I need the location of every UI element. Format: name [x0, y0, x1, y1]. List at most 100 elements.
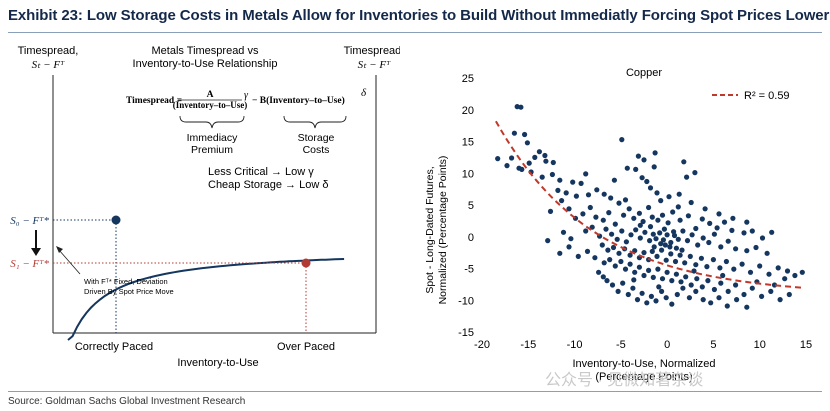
data-point [673, 245, 679, 251]
data-point [706, 239, 712, 246]
data-point [559, 198, 565, 204]
data-point [684, 238, 691, 244]
data-point [753, 244, 759, 251]
data-point [659, 276, 666, 282]
annotation-line-1: With Fᵀ* Fixed, Deviation [84, 277, 168, 286]
data-point [782, 276, 788, 282]
data-point [723, 258, 729, 265]
data-point [688, 199, 694, 206]
data-point [721, 219, 728, 225]
over-paced-point [301, 258, 311, 268]
data-point [550, 159, 556, 166]
data-point [647, 238, 653, 244]
data-point [612, 221, 618, 227]
data-point [647, 224, 654, 230]
data-point [600, 217, 606, 223]
data-point [671, 229, 677, 235]
data-point [620, 280, 626, 286]
data-point [631, 277, 637, 283]
data-point [522, 131, 528, 138]
data-point [711, 231, 717, 237]
data-point [625, 291, 631, 298]
data-point [639, 290, 645, 296]
data-point [543, 158, 549, 164]
data-point [627, 252, 633, 258]
data-point [647, 185, 654, 191]
data-point [733, 282, 739, 288]
data-point [694, 276, 700, 282]
data-point [674, 291, 680, 298]
data-point [545, 238, 551, 244]
data-point [716, 295, 722, 301]
data-point [759, 235, 766, 241]
data-point [725, 238, 731, 244]
data-point [665, 220, 671, 226]
data-point [623, 239, 629, 245]
data-point [616, 250, 622, 256]
x-tick-label: -20 [474, 339, 490, 351]
data-point [589, 224, 595, 230]
y-tick-label: 0 [468, 232, 474, 244]
data-point [644, 300, 650, 306]
y-tick-label: 15 [462, 137, 474, 149]
data-point [646, 204, 652, 211]
data-point [610, 244, 617, 251]
data-point [718, 280, 724, 286]
data-point [677, 217, 683, 223]
data-point [651, 164, 657, 170]
data-point [711, 286, 717, 293]
data-point [744, 304, 750, 310]
data-point [655, 217, 661, 223]
y-tick-label: 5 [468, 200, 474, 212]
data-point [768, 288, 774, 294]
data-point [637, 235, 643, 241]
data-point [560, 229, 567, 235]
y-tick-label: 10 [462, 168, 474, 180]
data-point [566, 206, 572, 212]
data-point [536, 149, 542, 155]
data-point [612, 263, 618, 269]
brace-storage [283, 115, 347, 129]
data-point [717, 265, 723, 271]
data-point [649, 214, 655, 220]
data-point [664, 232, 670, 238]
data-point [614, 236, 620, 242]
data-point [714, 225, 720, 231]
data-point [668, 251, 674, 257]
title-rule [8, 32, 822, 33]
data-point [568, 236, 574, 242]
data-point [707, 220, 713, 226]
formula-delta: δ [361, 87, 367, 99]
data-point [686, 295, 692, 301]
data-point [747, 269, 754, 275]
data-point [699, 216, 705, 222]
formula-denominator: (Inventory–to–Use) [173, 100, 248, 110]
data-point [652, 150, 658, 156]
data-point [631, 215, 637, 221]
data-point [608, 195, 614, 201]
data-point [583, 171, 589, 177]
x-tick-label: 15 [800, 339, 812, 351]
data-point [504, 163, 510, 169]
data-point [607, 257, 613, 263]
correctly-paced-point [111, 215, 121, 225]
data-point [636, 210, 642, 216]
data-point [609, 282, 616, 288]
data-point [626, 206, 632, 212]
y-axis-label-line2: Normalized (Percentage Points) [437, 156, 449, 305]
data-point [698, 255, 704, 261]
data-point [641, 250, 647, 256]
exhibit-title: Exhibit 23: Low Storage Costs in Metals … [8, 7, 830, 24]
data-point [583, 228, 589, 234]
data-point [730, 215, 736, 221]
data-point [685, 213, 691, 219]
y-tick-label: -10 [458, 295, 474, 307]
data-point [619, 137, 625, 143]
data-point [693, 262, 699, 268]
annotation-line-2: Driven By Spot Price Move [84, 287, 174, 296]
data-point [539, 174, 545, 180]
data-point [684, 174, 690, 180]
data-point [672, 258, 679, 265]
data-point [718, 244, 724, 250]
